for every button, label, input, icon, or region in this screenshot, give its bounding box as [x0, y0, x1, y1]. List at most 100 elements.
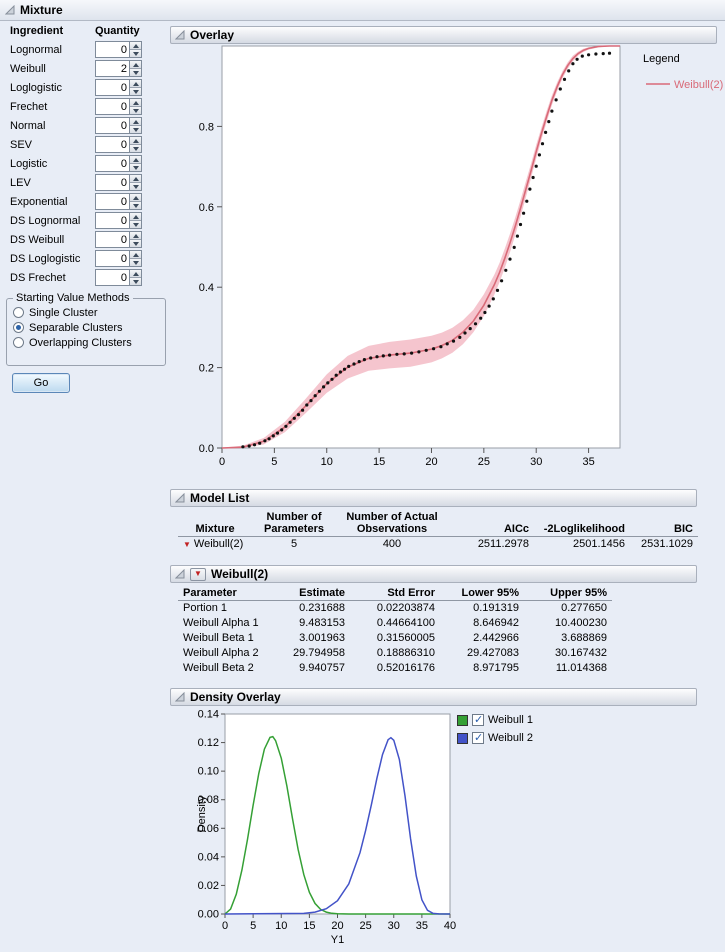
- model-list-table: Mixture Number of Parameters Number of A…: [178, 510, 698, 552]
- quantity-input[interactable]: [96, 61, 129, 76]
- disclosure-triangle-icon[interactable]: [175, 569, 185, 579]
- spinner-down-icon[interactable]: [130, 49, 141, 57]
- quantity-input[interactable]: [96, 118, 129, 133]
- svg-text:Density: Density: [196, 795, 208, 832]
- spinner-down-icon[interactable]: [130, 239, 141, 247]
- radio-icon[interactable]: [13, 337, 24, 348]
- radio-icon[interactable]: [13, 322, 24, 333]
- quantity-stepper[interactable]: [95, 155, 142, 172]
- quantity-input[interactable]: [96, 194, 129, 209]
- param-upper: 0.277650: [561, 602, 607, 615]
- quantity-input[interactable]: [96, 251, 129, 266]
- svg-text:15: 15: [303, 920, 315, 932]
- quantity-stepper[interactable]: [95, 117, 142, 134]
- quantity-stepper[interactable]: [95, 250, 142, 267]
- quantity-input[interactable]: [96, 137, 129, 152]
- red-triangle-icon[interactable]: ▼: [183, 540, 191, 550]
- svg-text:30: 30: [530, 456, 542, 468]
- spinner-down-icon[interactable]: [130, 258, 141, 266]
- ingredient-row: Weibull: [10, 59, 166, 78]
- svg-text:20: 20: [331, 920, 343, 932]
- spinner-down-icon[interactable]: [130, 106, 141, 114]
- ingredient-row: LEV: [10, 173, 166, 192]
- quantity-input[interactable]: [96, 175, 129, 190]
- ingredient-row: Loglogistic: [10, 78, 166, 97]
- disclosure-triangle-icon[interactable]: [175, 30, 185, 40]
- radio-option-single-cluster[interactable]: Single Cluster: [13, 305, 159, 320]
- red-triangle-menu-button[interactable]: ▼: [190, 567, 206, 581]
- ingredient-column-header: Ingredient: [10, 25, 64, 37]
- spinner-down-icon[interactable]: [130, 87, 141, 95]
- ingredient-label: Normal: [10, 119, 46, 132]
- disclosure-triangle-icon[interactable]: [175, 493, 185, 503]
- spinner-down-icon[interactable]: [130, 68, 141, 76]
- weibull1-checkbox[interactable]: [472, 713, 484, 726]
- density-chart[interactable]: 0.00 0.02 0.04 0.06 0.08 0.10 0.12 0.14 0 5 10 15 20…: [195, 707, 557, 952]
- ingredient-label: Frechet: [10, 100, 48, 113]
- spinner-up-icon[interactable]: [130, 213, 141, 220]
- ingredient-label: SEV: [10, 138, 33, 151]
- quantity-input[interactable]: [96, 99, 129, 114]
- quantity-input[interactable]: [96, 232, 129, 247]
- spinner-down-icon[interactable]: [130, 182, 141, 190]
- param-lower: 29.427083: [467, 647, 519, 659]
- ingredient-row: SEV: [10, 135, 166, 154]
- svg-text:5: 5: [250, 920, 256, 932]
- spinner-up-icon[interactable]: [130, 42, 141, 49]
- quantity-input[interactable]: [96, 42, 129, 57]
- spinner-up-icon[interactable]: [130, 156, 141, 163]
- spinner-up-icon[interactable]: [130, 80, 141, 87]
- quantity-stepper[interactable]: [95, 136, 142, 153]
- table-row: Portion 1 0.231688 0.02203874 0.191319 0…: [178, 601, 612, 616]
- param-stderr: 0.02203874: [376, 602, 435, 615]
- quantity-stepper[interactable]: [95, 231, 142, 248]
- quantity-stepper[interactable]: [95, 212, 142, 229]
- quantity-input[interactable]: [96, 270, 129, 285]
- quantity-stepper[interactable]: [95, 269, 142, 286]
- col-lower-95: Lower 95%: [440, 586, 524, 601]
- quantity-input[interactable]: [96, 80, 129, 95]
- quantity-stepper[interactable]: [95, 193, 142, 210]
- quantity-stepper[interactable]: [95, 60, 142, 77]
- spinner-down-icon[interactable]: [130, 144, 141, 152]
- radio-label: Overlapping Clusters: [29, 336, 132, 349]
- quantity-stepper[interactable]: [95, 98, 142, 115]
- weibull2-checkbox[interactable]: [472, 731, 484, 744]
- overlay-chart[interactable]: 0.0 0.2 0.4 0.6 0.8 0 5 10 15 20 25 30 35 Legend Weibu…: [170, 44, 725, 489]
- quantity-stepper[interactable]: [95, 79, 142, 96]
- model-list-title: Model List: [190, 491, 250, 505]
- radio-option-overlapping-clusters[interactable]: Overlapping Clusters: [13, 335, 159, 350]
- spinner-down-icon[interactable]: [130, 163, 141, 171]
- spinner-up-icon[interactable]: [130, 61, 141, 68]
- spinner-down-icon[interactable]: [130, 201, 141, 209]
- ingredient-row: Exponential: [10, 192, 166, 211]
- radio-option-separable-clusters[interactable]: Separable Clusters: [13, 320, 159, 335]
- spinner-up-icon[interactable]: [130, 99, 141, 106]
- go-button[interactable]: Go: [12, 373, 70, 393]
- svg-text:10: 10: [275, 920, 287, 932]
- param-upper: 10.400230: [555, 617, 607, 629]
- quantity-input[interactable]: [96, 213, 129, 228]
- disclosure-triangle-icon[interactable]: [175, 692, 185, 702]
- spinner-up-icon[interactable]: [130, 232, 141, 239]
- radio-icon[interactable]: [13, 307, 24, 318]
- spinner-up-icon[interactable]: [130, 194, 141, 201]
- spinner-down-icon[interactable]: [130, 220, 141, 228]
- spinner-up-icon[interactable]: [130, 175, 141, 182]
- spinner-up-icon[interactable]: [130, 118, 141, 125]
- quantity-stepper[interactable]: [95, 174, 142, 191]
- param-lower: 2.442966: [473, 632, 519, 644]
- quantity-stepper[interactable]: [95, 41, 142, 58]
- disclosure-triangle-icon[interactable]: [5, 5, 15, 15]
- spinner-up-icon[interactable]: [130, 270, 141, 277]
- spinner-up-icon[interactable]: [130, 137, 141, 144]
- table-row: Weibull Beta 1 3.001963 0.31560005 2.442…: [178, 631, 612, 646]
- param-stderr: 0.31560005: [376, 632, 435, 644]
- quantity-input[interactable]: [96, 156, 129, 171]
- spinner-up-icon[interactable]: [130, 251, 141, 258]
- spinner-down-icon[interactable]: [130, 277, 141, 285]
- model-parameters: 5: [290, 538, 298, 551]
- spinner-down-icon[interactable]: [130, 125, 141, 133]
- table-row[interactable]: ▼ Weibull(2) 5 400 2511.2978 2501.1456 25…: [178, 537, 698, 552]
- overlay-panel-header: Overlay: [170, 26, 717, 44]
